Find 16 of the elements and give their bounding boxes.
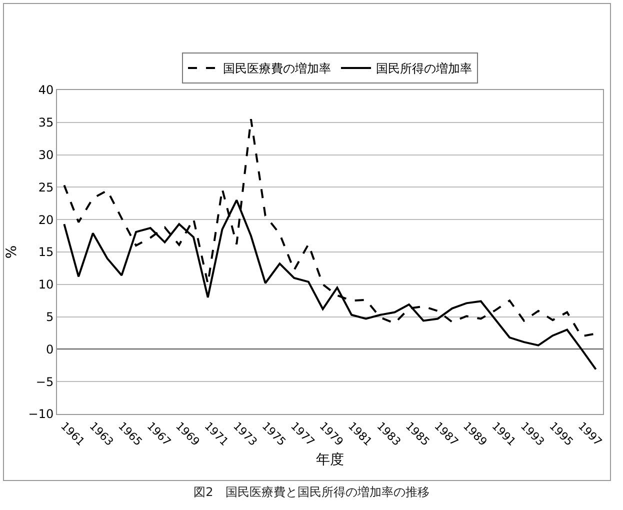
- y-tick-label: 20: [38, 212, 54, 227]
- caption: 図2 国民医療費と国民所得の増加率の推移: [192, 484, 430, 501]
- legend-label: 国民所得の増加率: [376, 62, 472, 76]
- y-tick-label: 10: [38, 278, 54, 292]
- y-tick-label: 0: [46, 342, 54, 356]
- y-tick-label: −5: [36, 374, 54, 389]
- y-tick-label: 30: [38, 148, 54, 162]
- y-tick-label: 40: [38, 83, 54, 98]
- y-axis-title: %: [4, 245, 20, 259]
- legend-label: 国民医療費の増加率: [223, 62, 331, 76]
- y-tick-label: 35: [38, 116, 54, 130]
- y-tick-label: 5: [46, 310, 54, 324]
- x-axis-title: 年度: [316, 452, 344, 468]
- y-tick-label: 25: [38, 180, 54, 194]
- y-tick-label: 15: [38, 245, 54, 260]
- y-tick-label: −10: [28, 407, 54, 422]
